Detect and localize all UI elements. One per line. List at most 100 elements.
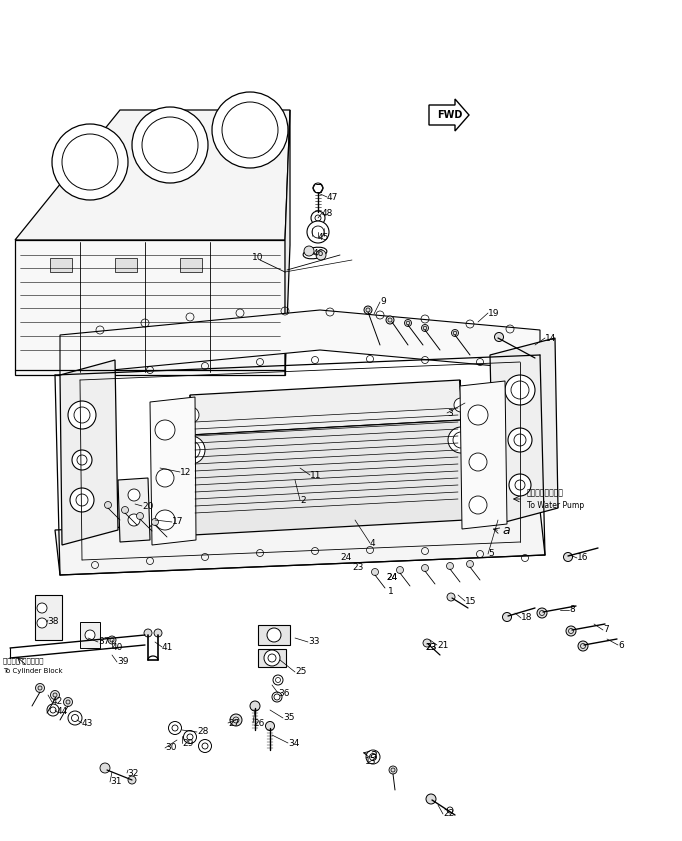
Ellipse shape <box>303 247 327 259</box>
Circle shape <box>198 739 211 753</box>
Circle shape <box>311 211 325 225</box>
Text: 15: 15 <box>465 596 477 606</box>
Text: 42: 42 <box>52 697 63 706</box>
Text: 19: 19 <box>488 309 499 318</box>
Text: a: a <box>502 525 509 537</box>
Circle shape <box>128 489 140 501</box>
Polygon shape <box>55 510 545 575</box>
Circle shape <box>404 320 411 326</box>
Circle shape <box>372 569 379 575</box>
Text: 23: 23 <box>352 563 364 573</box>
Circle shape <box>85 630 95 640</box>
Circle shape <box>212 92 288 168</box>
Polygon shape <box>15 110 290 240</box>
Circle shape <box>273 675 283 685</box>
Circle shape <box>316 250 326 260</box>
Circle shape <box>423 639 431 647</box>
Text: 21: 21 <box>437 641 448 649</box>
Polygon shape <box>460 380 465 520</box>
Text: 20: 20 <box>142 501 153 510</box>
Text: 7: 7 <box>603 626 609 634</box>
Circle shape <box>466 560 473 568</box>
Circle shape <box>35 684 44 692</box>
Text: 29: 29 <box>182 738 194 748</box>
Text: 27: 27 <box>228 718 239 727</box>
Circle shape <box>47 704 59 716</box>
Text: 36: 36 <box>278 689 289 697</box>
Text: 45: 45 <box>318 232 329 241</box>
Polygon shape <box>118 478 150 542</box>
Circle shape <box>156 469 174 487</box>
Circle shape <box>136 512 143 520</box>
Circle shape <box>447 563 454 569</box>
Circle shape <box>508 428 532 452</box>
Text: シリンダ ブロックへ: シリンダ ブロックへ <box>3 658 44 664</box>
Text: 23: 23 <box>425 643 436 653</box>
Text: 14: 14 <box>545 334 557 342</box>
Text: 1: 1 <box>388 586 394 595</box>
Text: 18: 18 <box>521 613 533 622</box>
Text: 24: 24 <box>386 573 397 581</box>
Polygon shape <box>460 381 507 529</box>
Circle shape <box>250 701 260 711</box>
Circle shape <box>448 427 474 453</box>
Circle shape <box>272 692 282 702</box>
Polygon shape <box>190 395 193 535</box>
Circle shape <box>68 401 96 429</box>
Circle shape <box>468 405 488 425</box>
Polygon shape <box>180 258 202 272</box>
Polygon shape <box>150 397 196 545</box>
Text: 22: 22 <box>443 810 454 818</box>
Polygon shape <box>429 99 469 131</box>
Circle shape <box>451 330 458 336</box>
Circle shape <box>70 488 94 512</box>
Circle shape <box>447 593 455 601</box>
Circle shape <box>386 316 394 324</box>
Circle shape <box>37 618 47 628</box>
Text: 24: 24 <box>340 553 351 563</box>
Circle shape <box>454 398 468 412</box>
Polygon shape <box>60 310 540 375</box>
Polygon shape <box>15 240 285 375</box>
Circle shape <box>389 766 397 774</box>
Text: 32: 32 <box>127 769 138 777</box>
Circle shape <box>494 332 503 341</box>
Circle shape <box>503 612 512 621</box>
Text: 46: 46 <box>313 248 325 257</box>
Text: ウォータポンプへ: ウォータポンプへ <box>527 489 564 498</box>
Circle shape <box>177 436 205 464</box>
Circle shape <box>50 690 59 700</box>
Polygon shape <box>190 420 465 535</box>
Text: 40: 40 <box>112 643 123 652</box>
Circle shape <box>183 407 199 423</box>
Text: 5: 5 <box>488 549 494 558</box>
Circle shape <box>265 722 274 731</box>
Text: 44: 44 <box>57 707 68 717</box>
Polygon shape <box>35 595 62 640</box>
Circle shape <box>307 221 329 243</box>
Text: 35: 35 <box>283 713 295 722</box>
Circle shape <box>183 731 196 743</box>
Circle shape <box>154 629 162 637</box>
Circle shape <box>469 453 487 471</box>
Text: 26: 26 <box>253 718 265 727</box>
Text: 8: 8 <box>569 606 575 615</box>
Text: 33: 33 <box>308 637 319 647</box>
Polygon shape <box>50 258 72 272</box>
Text: 13: 13 <box>365 758 376 766</box>
Circle shape <box>469 496 487 514</box>
Text: 39: 39 <box>117 658 128 667</box>
Circle shape <box>132 107 208 183</box>
Text: 2: 2 <box>300 495 306 505</box>
Text: 11: 11 <box>310 470 321 479</box>
Text: 41: 41 <box>162 643 173 652</box>
Polygon shape <box>115 258 137 272</box>
Circle shape <box>52 124 128 200</box>
Circle shape <box>37 603 47 613</box>
Circle shape <box>155 420 175 440</box>
Circle shape <box>563 553 572 562</box>
Circle shape <box>108 636 116 644</box>
Circle shape <box>264 650 280 666</box>
Circle shape <box>100 763 110 773</box>
Text: 24: 24 <box>386 573 397 581</box>
